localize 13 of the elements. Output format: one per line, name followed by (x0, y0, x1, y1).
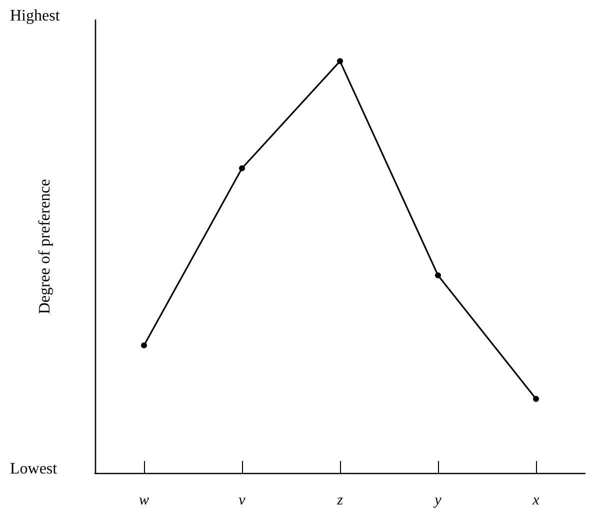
point (141, 342, 147, 348)
x-tick-label: x (532, 492, 540, 508)
point (533, 396, 539, 402)
x-tick-label: v (238, 492, 246, 508)
text: Lowest (10, 460, 58, 478)
y-axis-title: Degree of preference (36, 178, 54, 314)
point (435, 272, 441, 278)
text: Highest (10, 8, 60, 24)
point (337, 58, 343, 64)
x-tick-label: y (432, 492, 442, 508)
point (239, 165, 245, 172)
x-tick-label: z (336, 492, 344, 508)
x-tick-label: w (138, 492, 150, 508)
